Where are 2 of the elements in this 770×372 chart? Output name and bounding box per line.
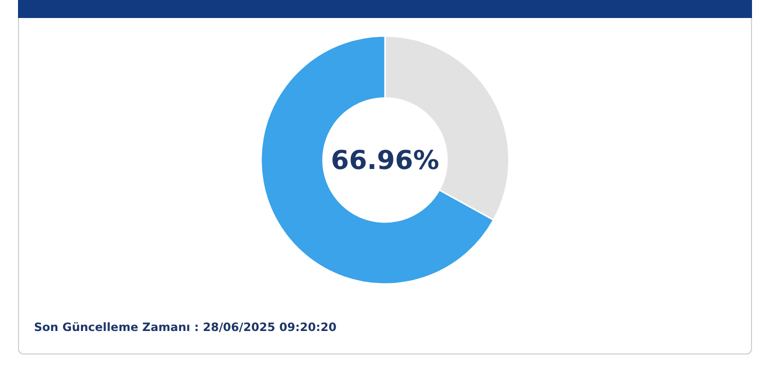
data-label: 66.96% xyxy=(330,146,440,176)
text: Son Güncelleme Zamanı : 28/06/2025 09:20:20 xyxy=(34,320,336,334)
